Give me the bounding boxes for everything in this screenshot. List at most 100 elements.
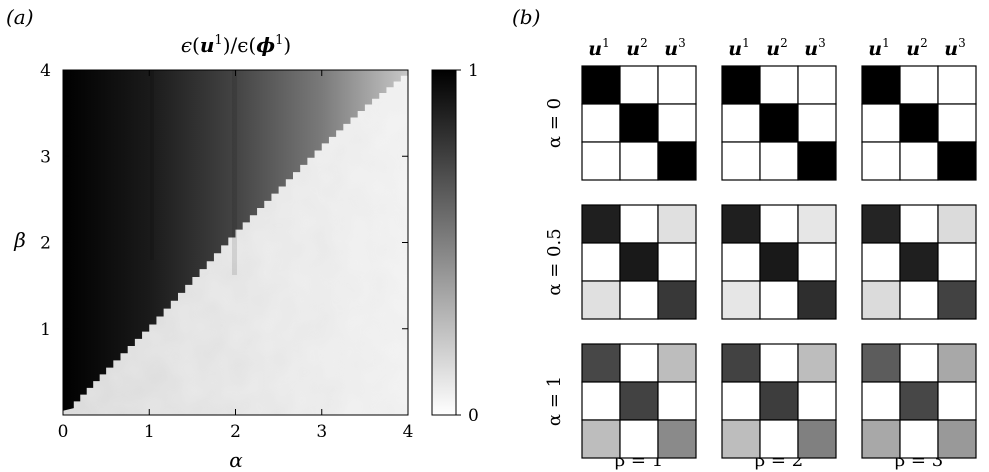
matrix-cell bbox=[759, 419, 799, 459]
matrix-cell bbox=[619, 419, 659, 459]
matrix-cell bbox=[721, 103, 761, 143]
matrix-cell bbox=[721, 381, 761, 421]
matrix-cell bbox=[937, 141, 977, 181]
col-header: u1 bbox=[868, 36, 889, 60]
matrix-cell bbox=[619, 65, 659, 105]
colorbar bbox=[431, 69, 457, 416]
y-tick-label: 4 bbox=[40, 61, 51, 81]
alpha-label: α = 0.5 bbox=[544, 228, 565, 295]
matrix-cell bbox=[861, 65, 901, 105]
alpha-label: α = 1 bbox=[544, 376, 565, 426]
matrix-grid: u1u2u3u1u2u3u1u2u3ϕ1ϕ2ϕ3ϕ1ϕ2ϕ3ϕ1ϕ2ϕ3α = … bbox=[544, 36, 977, 471]
matrix-cell bbox=[657, 343, 697, 383]
correlation-matrix bbox=[721, 204, 837, 320]
matrix-cell bbox=[797, 419, 837, 459]
matrix-cell bbox=[581, 204, 621, 244]
x-axis-label: α bbox=[229, 448, 243, 472]
matrix-cell bbox=[581, 141, 621, 181]
matrix-cell bbox=[619, 381, 659, 421]
matrix-cell bbox=[581, 280, 621, 320]
matrix-cell bbox=[797, 381, 837, 421]
matrix-cell bbox=[937, 242, 977, 282]
matrix-cell bbox=[581, 419, 621, 459]
matrix-cell bbox=[721, 204, 761, 244]
matrix-cell bbox=[899, 419, 939, 459]
x-tick-label: 1 bbox=[144, 422, 155, 442]
heatmap-axes: 0 1 2 3 4 1 2 3 4 bbox=[40, 61, 413, 442]
matrix-cell bbox=[619, 141, 659, 181]
matrix-cell bbox=[899, 103, 939, 143]
matrix-cell bbox=[861, 204, 901, 244]
matrix-cell bbox=[861, 343, 901, 383]
matrix-cell bbox=[721, 141, 761, 181]
matrix-cell bbox=[721, 419, 761, 459]
y-axis-label: β bbox=[13, 228, 26, 252]
correlation-matrix bbox=[861, 204, 977, 320]
matrix-cell bbox=[899, 204, 939, 244]
col-header: u3 bbox=[944, 36, 965, 60]
matrix-cell bbox=[797, 280, 837, 320]
matrix-cell bbox=[759, 280, 799, 320]
y-tick-label: 3 bbox=[40, 147, 51, 167]
matrix-cell bbox=[657, 204, 697, 244]
matrix-cell bbox=[899, 343, 939, 383]
matrix-cell bbox=[581, 103, 621, 143]
matrix-cell bbox=[657, 65, 697, 105]
heatmap-field bbox=[63, 70, 408, 415]
matrix-cell bbox=[657, 381, 697, 421]
matrix-cell bbox=[937, 204, 977, 244]
matrix-cell bbox=[657, 103, 697, 143]
matrix-cell bbox=[861, 280, 901, 320]
x-tick-label: 3 bbox=[316, 422, 327, 442]
y-tick-label: 1 bbox=[40, 320, 51, 340]
matrix-cell bbox=[861, 381, 901, 421]
matrix-cell bbox=[721, 343, 761, 383]
heatmap-streak-1 bbox=[150, 70, 154, 260]
matrix-cell bbox=[797, 103, 837, 143]
correlation-matrix bbox=[581, 204, 697, 320]
matrix-cell bbox=[899, 280, 939, 320]
panel-a-label: (a) bbox=[6, 5, 34, 29]
matrix-cell bbox=[937, 65, 977, 105]
matrix-cell bbox=[581, 242, 621, 282]
matrix-cell bbox=[759, 381, 799, 421]
matrix-cell bbox=[937, 280, 977, 320]
matrix-cell bbox=[657, 419, 697, 459]
matrix-cell bbox=[899, 242, 939, 282]
matrix-cell bbox=[899, 65, 939, 105]
matrix-cell bbox=[619, 343, 659, 383]
matrix-cell bbox=[797, 65, 837, 105]
matrix-cell bbox=[861, 141, 901, 181]
panel-b-label: (b) bbox=[512, 5, 540, 29]
matrix-cell bbox=[759, 204, 799, 244]
heatmap-streak-2 bbox=[232, 70, 237, 275]
x-tick-label: 0 bbox=[58, 422, 69, 442]
matrix-cell bbox=[619, 204, 659, 244]
matrix-cell bbox=[937, 419, 977, 459]
matrix-cell bbox=[657, 280, 697, 320]
matrix-cell bbox=[937, 343, 977, 383]
col-header: u1 bbox=[728, 36, 749, 60]
col-header: u2 bbox=[766, 36, 787, 60]
matrix-cell bbox=[619, 242, 659, 282]
matrix-cell bbox=[861, 419, 901, 459]
matrix-cell bbox=[759, 65, 799, 105]
x-tick-label: 4 bbox=[403, 422, 414, 442]
heatmap-dark-region bbox=[63, 70, 408, 411]
matrix-cell bbox=[797, 343, 837, 383]
matrix-cell bbox=[861, 103, 901, 143]
col-header: u1 bbox=[588, 36, 609, 60]
matrix-cell bbox=[581, 343, 621, 383]
matrix-cell bbox=[581, 65, 621, 105]
heatmap-title: ϵ(u1)/ϵ(ϕ1) bbox=[181, 33, 291, 57]
col-header: u2 bbox=[626, 36, 647, 60]
matrix-cell bbox=[759, 343, 799, 383]
matrix-cell bbox=[721, 242, 761, 282]
matrix-cell bbox=[797, 242, 837, 282]
x-tick-label: 2 bbox=[230, 422, 241, 442]
matrix-cell bbox=[937, 381, 977, 421]
matrix-cell bbox=[657, 242, 697, 282]
matrix-cell bbox=[581, 381, 621, 421]
correlation-matrix bbox=[861, 343, 977, 459]
